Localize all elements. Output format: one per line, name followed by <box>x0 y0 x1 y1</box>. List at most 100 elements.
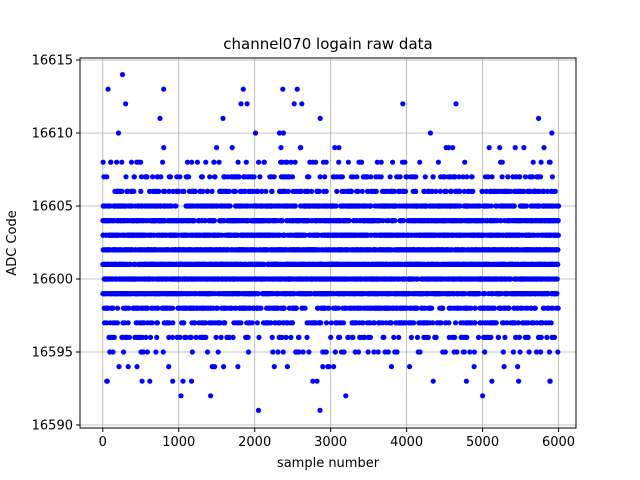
data-point <box>296 349 302 355</box>
data-point <box>454 349 460 355</box>
data-point <box>186 174 192 180</box>
data-point <box>180 378 186 384</box>
data-point <box>350 174 356 180</box>
data-point <box>430 174 436 180</box>
data-point <box>121 349 127 355</box>
data-point <box>263 188 269 194</box>
data-point <box>211 218 217 224</box>
data-point <box>313 159 319 165</box>
data-point <box>368 203 374 209</box>
data-point <box>173 203 179 209</box>
data-point <box>230 334 236 340</box>
data-point <box>110 305 116 311</box>
data-point <box>144 349 150 355</box>
data-point <box>166 334 172 340</box>
data-point <box>298 145 304 151</box>
data-point <box>181 188 187 194</box>
data-point <box>216 159 222 165</box>
data-point <box>378 159 384 165</box>
data-point <box>322 174 328 180</box>
data-point <box>150 174 156 180</box>
data-point <box>396 334 402 340</box>
data-point <box>108 159 114 165</box>
data-point <box>440 305 446 311</box>
data-point <box>138 188 144 194</box>
data-point <box>143 334 149 340</box>
data-point <box>336 159 342 165</box>
data-point <box>450 145 456 151</box>
data-point <box>472 320 478 326</box>
data-point <box>323 320 330 326</box>
data-point <box>139 378 145 384</box>
data-point <box>205 188 211 194</box>
data-point <box>119 159 125 165</box>
data-point <box>138 174 144 180</box>
data-point <box>309 188 315 194</box>
data-point <box>134 364 140 370</box>
data-point <box>138 159 144 165</box>
data-point <box>149 320 155 326</box>
data-point <box>350 334 356 340</box>
data-point <box>115 130 122 136</box>
data-point <box>236 174 242 180</box>
data-point <box>255 291 261 297</box>
data-point <box>166 188 172 194</box>
data-point <box>211 159 217 165</box>
data-point <box>335 305 341 311</box>
data-point <box>446 320 452 326</box>
data-point <box>475 334 482 340</box>
data-point <box>212 364 218 370</box>
data-point <box>276 130 283 136</box>
data-point <box>302 305 308 311</box>
data-points <box>100 72 562 413</box>
data-point <box>359 188 365 194</box>
data-point <box>300 349 306 355</box>
data-point <box>226 334 232 340</box>
data-point <box>323 159 329 165</box>
data-point <box>162 188 168 194</box>
data-point <box>461 349 467 355</box>
data-point <box>160 349 166 355</box>
data-point <box>288 159 294 165</box>
data-point <box>203 334 209 340</box>
data-point <box>261 159 267 165</box>
data-point <box>170 320 176 326</box>
data-point <box>425 334 431 340</box>
data-point <box>332 349 338 355</box>
data-point <box>323 349 329 355</box>
data-point <box>411 320 417 326</box>
data-point <box>256 159 262 165</box>
grid-lines <box>80 58 576 428</box>
data-point <box>472 305 478 311</box>
data-point <box>435 159 441 165</box>
data-point <box>203 320 209 326</box>
data-point <box>359 159 365 165</box>
data-point <box>334 188 340 194</box>
data-point <box>254 320 260 326</box>
data-point <box>131 174 137 180</box>
data-point <box>123 174 129 180</box>
data-point <box>153 349 159 355</box>
data-point <box>388 320 394 326</box>
data-point <box>402 159 408 165</box>
data-point <box>271 364 277 370</box>
data-point <box>452 334 458 340</box>
data-point <box>349 188 355 194</box>
data-point <box>126 305 132 311</box>
data-point <box>298 188 304 194</box>
data-point <box>242 188 248 194</box>
data-point <box>392 218 398 224</box>
data-point <box>414 334 421 340</box>
data-point <box>220 115 226 121</box>
data-point <box>268 320 274 326</box>
data-point <box>326 364 332 370</box>
data-point <box>320 364 326 370</box>
data-point <box>188 334 194 340</box>
data-point <box>278 145 284 151</box>
data-point <box>144 174 150 180</box>
data-point <box>317 115 323 121</box>
data-point <box>249 320 255 326</box>
data-point <box>387 174 393 180</box>
data-point <box>340 320 347 326</box>
